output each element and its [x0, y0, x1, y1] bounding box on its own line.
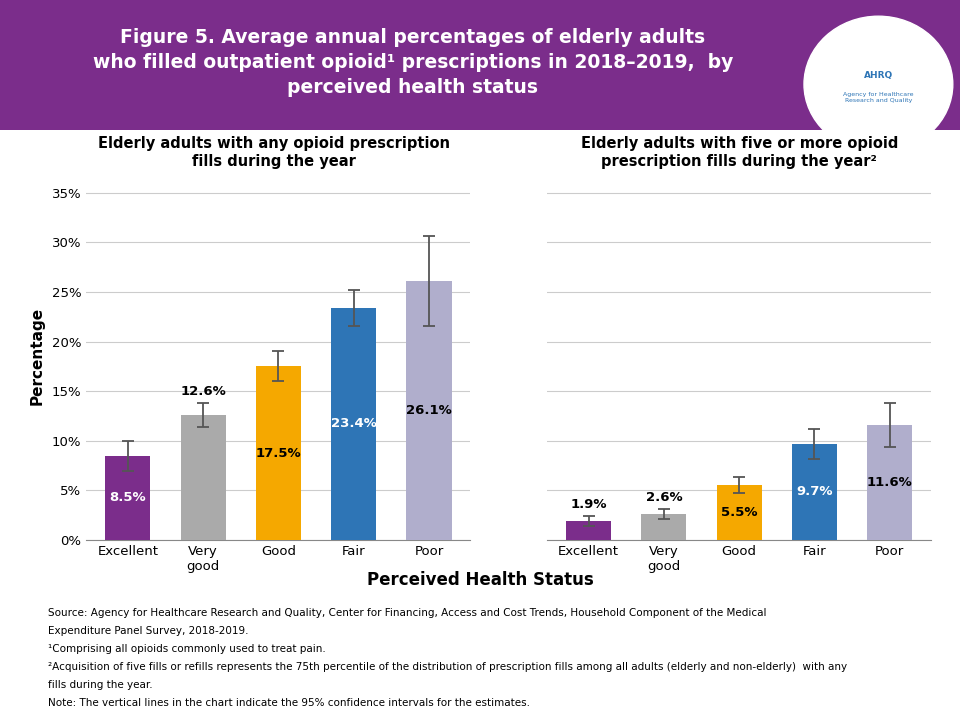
- Text: 12.6%: 12.6%: [180, 385, 226, 398]
- Text: Perceived Health Status: Perceived Health Status: [367, 570, 593, 589]
- Bar: [331, 307, 376, 540]
- Text: 1.9%: 1.9%: [570, 498, 607, 511]
- Text: 5.5%: 5.5%: [721, 506, 757, 519]
- Text: 17.5%: 17.5%: [255, 446, 301, 459]
- Bar: [106, 456, 151, 540]
- Y-axis label: Percentage: Percentage: [30, 307, 45, 405]
- Bar: [180, 415, 226, 540]
- Ellipse shape: [804, 16, 952, 152]
- Text: AHRQ: AHRQ: [864, 71, 893, 80]
- Bar: [406, 281, 451, 540]
- Text: 8.5%: 8.5%: [109, 491, 146, 504]
- Text: Note: The vertical lines in the chart indicate the 95% confidence intervals for : Note: The vertical lines in the chart in…: [48, 698, 530, 708]
- Bar: [255, 366, 301, 540]
- Text: Expenditure Panel Survey, 2018-2019.: Expenditure Panel Survey, 2018-2019.: [48, 626, 249, 636]
- Text: 9.7%: 9.7%: [796, 485, 832, 498]
- FancyBboxPatch shape: [0, 0, 960, 130]
- Text: fills during the year.: fills during the year.: [48, 680, 153, 690]
- Text: 2.6%: 2.6%: [645, 491, 683, 504]
- Text: ¹Comprising all opioids commonly used to treat pain.: ¹Comprising all opioids commonly used to…: [48, 644, 325, 654]
- Bar: [867, 425, 912, 540]
- Bar: [641, 514, 686, 540]
- Text: Elderly adults with five or more opioid
prescription fills during the year²: Elderly adults with five or more opioid …: [581, 135, 898, 169]
- Bar: [716, 485, 762, 540]
- Text: 11.6%: 11.6%: [867, 476, 913, 489]
- Text: Agency for Healthcare
Research and Quality: Agency for Healthcare Research and Quali…: [843, 91, 914, 102]
- Text: Elderly adults with any opioid prescription
fills during the year: Elderly adults with any opioid prescript…: [98, 135, 449, 169]
- Text: 23.4%: 23.4%: [331, 418, 376, 431]
- Bar: [792, 444, 837, 540]
- Text: ²Acquisition of five fills or refills represents the 75th percentile of the dist: ²Acquisition of five fills or refills re…: [48, 662, 847, 672]
- Text: 26.1%: 26.1%: [406, 404, 452, 417]
- Bar: [566, 521, 612, 540]
- Text: Figure 5. Average annual percentages of elderly adults
who filled outpatient opi: Figure 5. Average annual percentages of …: [92, 27, 733, 96]
- Text: Source: Agency for Healthcare Research and Quality, Center for Financing, Access: Source: Agency for Healthcare Research a…: [48, 608, 766, 618]
